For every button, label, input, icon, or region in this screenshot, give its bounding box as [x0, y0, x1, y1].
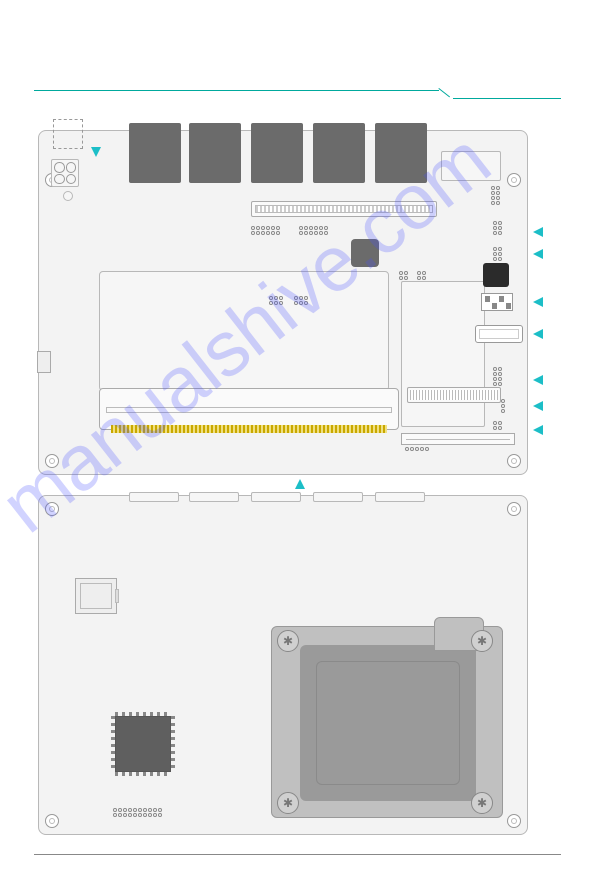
antenna-outline	[53, 119, 83, 149]
pin-header	[299, 226, 328, 235]
rear-port	[189, 123, 241, 183]
callout-arrow-icon	[533, 375, 543, 385]
audio-jack-icon	[483, 263, 509, 287]
heatsink	[271, 626, 503, 818]
port-outline	[313, 492, 363, 502]
pin-header	[493, 421, 502, 430]
pin-header	[294, 296, 308, 305]
footer-divider	[34, 854, 561, 855]
pin-header	[405, 447, 429, 451]
pin-header	[493, 247, 502, 261]
dip-switch	[481, 293, 513, 311]
sodimm-contacts	[111, 425, 387, 433]
ic-chip	[351, 239, 379, 267]
io-shield	[441, 151, 501, 181]
callout-arrow-icon	[533, 401, 543, 411]
rear-port	[129, 123, 181, 183]
port-outline	[251, 492, 301, 502]
screw-icon	[471, 630, 493, 652]
soc-chip	[115, 716, 171, 772]
callout-arrow-icon	[533, 329, 543, 339]
sata-connector	[475, 325, 523, 343]
document-page: manualshive.com	[0, 0, 595, 893]
m2-connector-lines	[407, 387, 501, 403]
port-outline	[129, 492, 179, 502]
callout-arrow-icon	[295, 479, 305, 489]
board-diagrams	[34, 130, 561, 835]
pin-header	[491, 186, 500, 205]
pcb-bottom-view	[38, 495, 528, 835]
port-outline	[189, 492, 239, 502]
callout-arrow-icon	[533, 297, 543, 307]
rear-port	[375, 123, 427, 183]
rear-port	[313, 123, 365, 183]
m2-slot	[401, 433, 515, 445]
side-connector	[37, 351, 51, 373]
port-outline	[375, 492, 425, 502]
callout-arrow-icon	[533, 227, 543, 237]
callout-arrow-icon	[533, 425, 543, 435]
module-area	[99, 271, 389, 391]
pin-header	[269, 296, 283, 305]
screw-icon	[277, 630, 299, 652]
sodimm-slot	[99, 388, 399, 430]
pin-header	[493, 221, 502, 235]
pin-header	[501, 399, 505, 413]
sim-slot	[75, 578, 117, 614]
pcb-top-view	[38, 130, 528, 475]
pin-header	[399, 271, 408, 280]
pin-header	[113, 808, 162, 817]
callout-arrow-icon	[91, 147, 101, 157]
screw-icon	[471, 792, 493, 814]
pin-header	[251, 226, 280, 235]
header-divider	[34, 90, 561, 92]
expansion-connector	[251, 201, 437, 217]
pin-header	[493, 367, 502, 386]
m2-module-area	[401, 281, 485, 427]
power-4pin	[51, 159, 79, 187]
pin-header	[417, 271, 426, 280]
screw-icon	[277, 792, 299, 814]
callout-arrow-icon	[533, 249, 543, 259]
rear-port	[251, 123, 303, 183]
